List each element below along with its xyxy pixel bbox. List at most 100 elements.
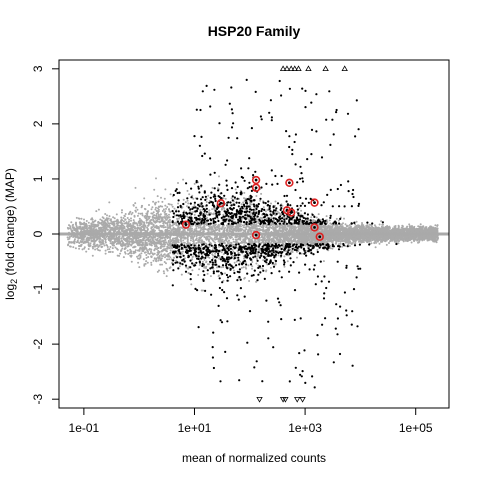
gene-point — [218, 245, 221, 248]
gene-point — [329, 244, 332, 247]
gene-point — [119, 252, 122, 255]
gene-point — [115, 213, 118, 216]
gene-point — [176, 217, 179, 220]
gene-point — [159, 213, 162, 216]
gene-point — [221, 238, 224, 241]
gene-point — [156, 270, 159, 273]
gene-point — [87, 248, 90, 250]
gene-point — [191, 236, 194, 239]
gene-point — [331, 247, 334, 250]
gene-point — [158, 269, 160, 272]
gene-point — [76, 230, 79, 233]
gene-point — [233, 261, 236, 264]
gene-point — [295, 226, 298, 229]
gene-point — [165, 275, 168, 278]
gene-point — [177, 182, 179, 184]
gene-point — [149, 238, 152, 241]
gene-point — [187, 202, 190, 205]
gene-point — [182, 239, 185, 242]
gene-point — [168, 213, 170, 216]
gene-point — [168, 267, 171, 270]
gene-point — [83, 218, 85, 221]
gene-point — [147, 210, 149, 213]
gene-point — [126, 238, 129, 241]
gene-point — [205, 213, 208, 216]
gene-point — [161, 200, 164, 203]
gene-point — [106, 246, 109, 248]
gene-point — [160, 253, 163, 256]
gene-point — [142, 258, 145, 261]
gene-point — [306, 241, 308, 244]
gene-point — [201, 226, 204, 229]
gene-point — [104, 252, 107, 255]
gene-point — [322, 260, 325, 263]
gene-point — [144, 217, 147, 219]
gene-point — [378, 242, 381, 245]
gene-point — [155, 212, 158, 215]
gene-point — [165, 216, 167, 218]
gene-point — [163, 197, 166, 200]
gene-point — [120, 216, 123, 219]
gene-point — [435, 241, 438, 244]
gene-point — [260, 192, 263, 195]
gene-point — [255, 195, 258, 197]
gene-point — [139, 212, 142, 215]
gene-point — [83, 247, 86, 250]
gene-point — [260, 226, 263, 229]
gene-point — [150, 227, 153, 230]
gene-point — [129, 223, 132, 225]
gene-point — [189, 239, 192, 242]
gene-point — [208, 235, 211, 238]
gene-point — [152, 218, 155, 221]
gene-point — [109, 242, 112, 245]
gene-point — [354, 223, 357, 226]
gene-point — [345, 225, 348, 228]
gene-point — [98, 249, 101, 252]
gene-point — [153, 214, 156, 217]
gene-point — [190, 283, 193, 286]
gene-point — [158, 256, 161, 258]
gene-point — [73, 240, 76, 243]
gene-point — [171, 228, 174, 231]
gene-point — [231, 248, 234, 251]
gene-point — [182, 198, 185, 201]
chart-title: HSP20 Family — [208, 23, 301, 39]
gene-point — [214, 236, 216, 239]
gene-point — [178, 265, 181, 268]
gene-point — [310, 216, 313, 219]
gene-point — [255, 262, 258, 265]
gene-point — [150, 212, 153, 215]
gene-point — [146, 261, 149, 264]
gene-point — [130, 217, 132, 220]
gene-point — [150, 208, 153, 211]
gene-point — [171, 205, 174, 208]
gene-point — [404, 239, 407, 242]
gene-point — [355, 220, 358, 223]
gene-point — [156, 195, 159, 198]
gene-point — [251, 237, 254, 240]
gene-point — [243, 257, 245, 260]
gene-point — [410, 225, 413, 228]
gene-point — [216, 217, 219, 220]
gene-point — [70, 221, 73, 224]
gene-point — [87, 221, 90, 224]
gene-point — [348, 245, 351, 247]
gene-point — [300, 209, 303, 212]
gene-point — [106, 235, 109, 238]
gene-point — [216, 228, 219, 231]
nonsignificant-genes — [66, 175, 439, 292]
gene-point — [145, 221, 148, 224]
gene-point — [153, 188, 156, 191]
gene-point — [230, 197, 233, 200]
gene-point — [157, 246, 160, 249]
gene-point — [259, 225, 262, 227]
gene-point — [293, 246, 296, 249]
gene-point — [113, 217, 116, 220]
gene-point — [91, 254, 94, 257]
gene-point — [187, 267, 190, 270]
gene-point — [245, 228, 248, 231]
gene-point — [380, 220, 383, 223]
gene-point — [220, 251, 223, 254]
gene-point — [183, 241, 186, 244]
gene-point — [160, 257, 163, 260]
